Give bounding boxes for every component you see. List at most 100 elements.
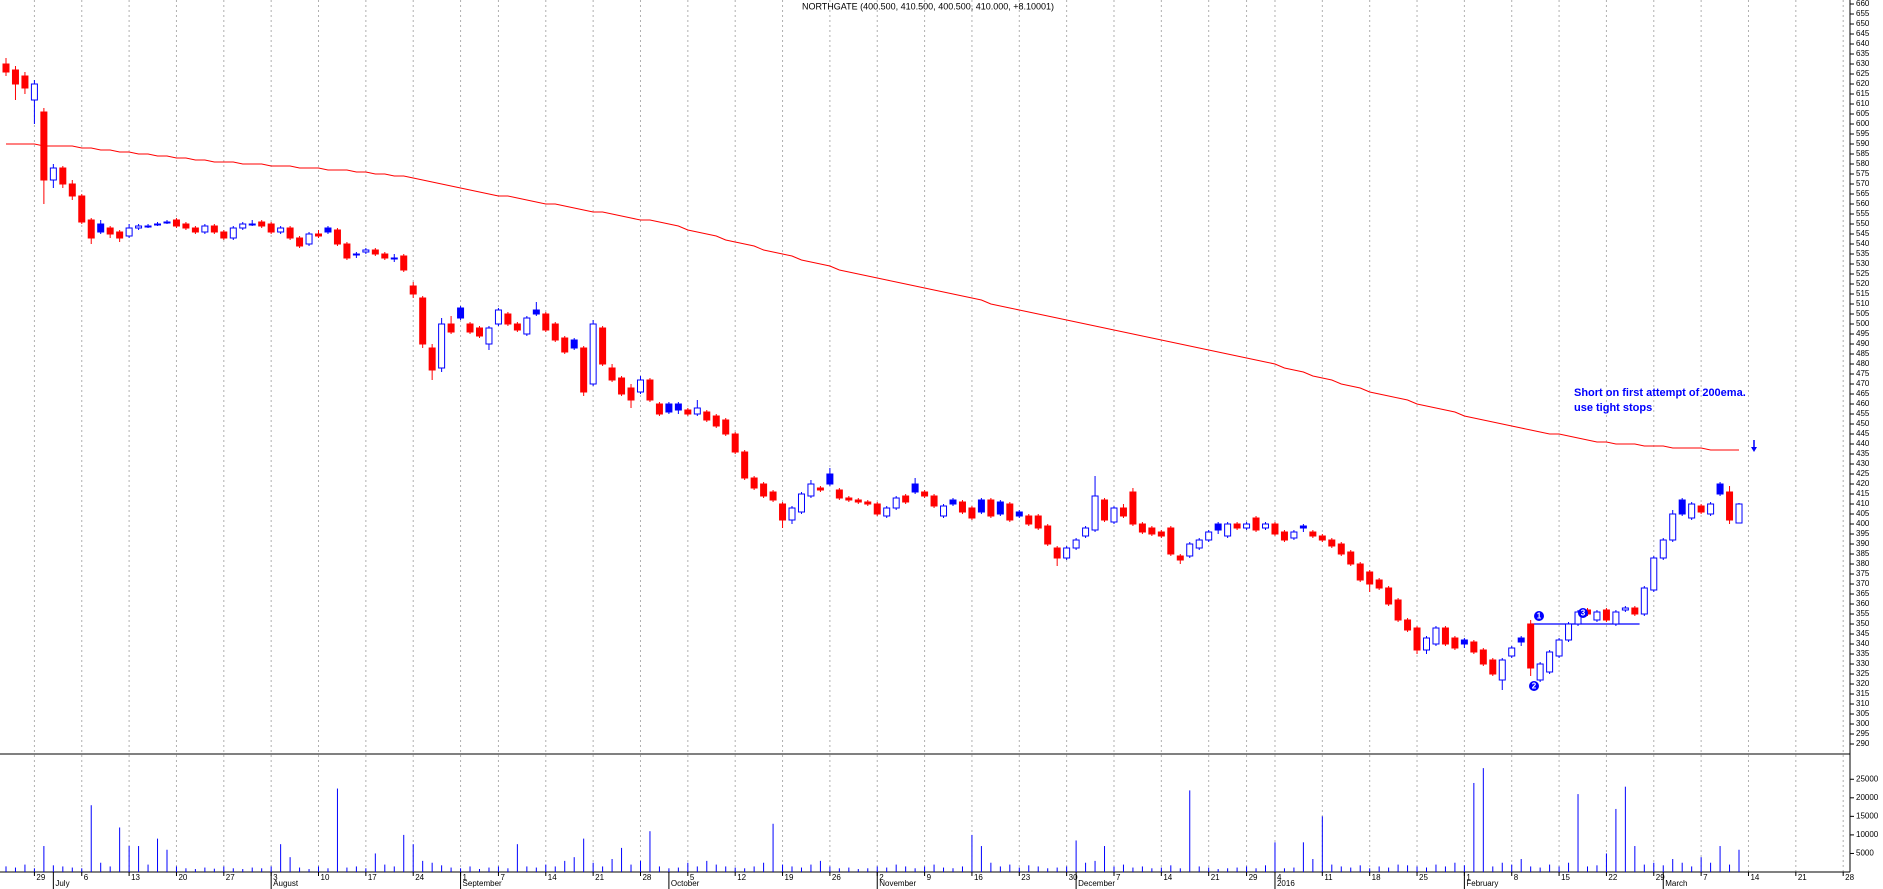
- candle-body: [864, 501, 872, 505]
- candle-body: [618, 377, 626, 395]
- y-tick-label: 455: [1856, 409, 1870, 418]
- candle-body: [1025, 515, 1033, 525]
- y-tick-label: 560: [1856, 199, 1870, 208]
- candle-body: [1527, 623, 1535, 669]
- candle-body: [201, 225, 209, 233]
- y-tick-label: 350: [1856, 619, 1870, 628]
- x-tick-label: 21: [595, 873, 604, 882]
- candle-body: [608, 367, 616, 381]
- y-tick-label: 540: [1856, 239, 1870, 248]
- x-tick-label: 11: [1324, 873, 1333, 882]
- candle-body: [504, 313, 512, 325]
- x-tick-label: 17: [368, 873, 377, 882]
- y2-tick-label: 15000: [1856, 811, 1879, 820]
- candle-body: [371, 249, 379, 255]
- candle-body: [1214, 523, 1222, 531]
- marker-1: 1: [1534, 611, 1544, 621]
- y-tick-label: 370: [1856, 579, 1870, 588]
- x-tick-label: 4: [1277, 873, 1282, 882]
- y-tick-label: 515: [1856, 289, 1870, 298]
- x-tick-label: 6: [84, 873, 89, 882]
- candle-body: [542, 313, 550, 331]
- candle-body: [1290, 531, 1298, 539]
- month-label: November: [879, 879, 916, 888]
- y-tick-label: 330: [1856, 659, 1870, 668]
- y-tick-label: 340: [1856, 639, 1870, 648]
- x-tick-label: 27: [226, 873, 235, 882]
- y-tick-label: 635: [1856, 49, 1870, 58]
- candle-body: [258, 221, 266, 227]
- candle-body: [883, 507, 891, 517]
- x-tick-label: 28: [642, 873, 651, 882]
- x-tick-label: 18: [1372, 873, 1381, 882]
- marker-label: 1: [1537, 612, 1542, 621]
- y-tick-label: 405: [1856, 509, 1870, 518]
- candle-body: [1385, 587, 1393, 605]
- y-tick-label: 470: [1856, 379, 1870, 388]
- candle-body: [684, 409, 692, 415]
- candle-body: [854, 499, 862, 503]
- candle-body: [561, 337, 569, 353]
- candle-body: [1688, 503, 1696, 519]
- candle-body: [1318, 535, 1326, 541]
- candle-body: [1602, 609, 1610, 621]
- chart-title: NORTHGATE (400.500, 410.500, 400.500, 41…: [802, 1, 1054, 11]
- y-tick-label: 610: [1856, 99, 1870, 108]
- candle-body: [1546, 651, 1554, 673]
- x-tick-label: 12: [737, 873, 746, 882]
- candle-body: [1707, 503, 1715, 515]
- candle-body: [1555, 639, 1563, 657]
- candle-body: [570, 339, 578, 349]
- candle-body: [1186, 543, 1194, 557]
- candle-body: [135, 225, 143, 229]
- candle-body: [324, 227, 332, 233]
- month-label: March: [1665, 879, 1687, 888]
- x-tick-label: 9: [927, 873, 932, 882]
- y-tick-label: 500: [1856, 319, 1870, 328]
- y-tick-label: 415: [1856, 489, 1870, 498]
- month-label: 2016: [1277, 879, 1295, 888]
- candle-body: [116, 231, 124, 239]
- candle-body: [1366, 571, 1374, 585]
- candle-body: [87, 219, 95, 239]
- candle-body: [1508, 647, 1516, 657]
- candle-body: [1621, 607, 1629, 611]
- candle-body: [1735, 503, 1743, 524]
- y-tick-label: 525: [1856, 269, 1870, 278]
- candle-body: [1243, 523, 1251, 529]
- x-tick-label: 24: [415, 873, 424, 882]
- candle-body: [1489, 659, 1497, 675]
- candle-body: [693, 407, 701, 415]
- candle-body: [21, 75, 29, 89]
- y-tick-label: 430: [1856, 459, 1870, 468]
- candle-body: [1063, 547, 1071, 559]
- x-tick-label: 7: [500, 873, 505, 882]
- y-tick-label: 630: [1856, 59, 1870, 68]
- y-tick-label: 490: [1856, 339, 1870, 348]
- y-tick-label: 625: [1856, 69, 1870, 78]
- y-tick-label: 520: [1856, 279, 1870, 288]
- y-tick-label: 465: [1856, 389, 1870, 398]
- candle-body: [125, 227, 133, 237]
- candle-body: [390, 257, 398, 260]
- candle-body: [807, 483, 815, 497]
- candle-body: [1205, 531, 1213, 541]
- candle-body: [182, 223, 190, 229]
- y-tick-label: 290: [1856, 739, 1870, 748]
- marker-2: 2: [1529, 681, 1539, 691]
- candle-body: [1650, 557, 1658, 591]
- x-tick-label: 21: [1798, 873, 1807, 882]
- candle-body: [1224, 523, 1232, 537]
- candle-body: [1280, 531, 1288, 541]
- candle-body: [1006, 503, 1014, 521]
- x-tick-label: 28: [1845, 873, 1854, 882]
- candle-body: [1328, 539, 1336, 547]
- candle-body: [1678, 499, 1686, 515]
- candle-body: [788, 507, 796, 521]
- month-label: July: [55, 879, 69, 888]
- candle-body: [11, 69, 19, 85]
- candle-body: [996, 501, 1004, 515]
- x-tick-label: 26: [832, 873, 841, 882]
- x-tick-label: 29: [36, 873, 45, 882]
